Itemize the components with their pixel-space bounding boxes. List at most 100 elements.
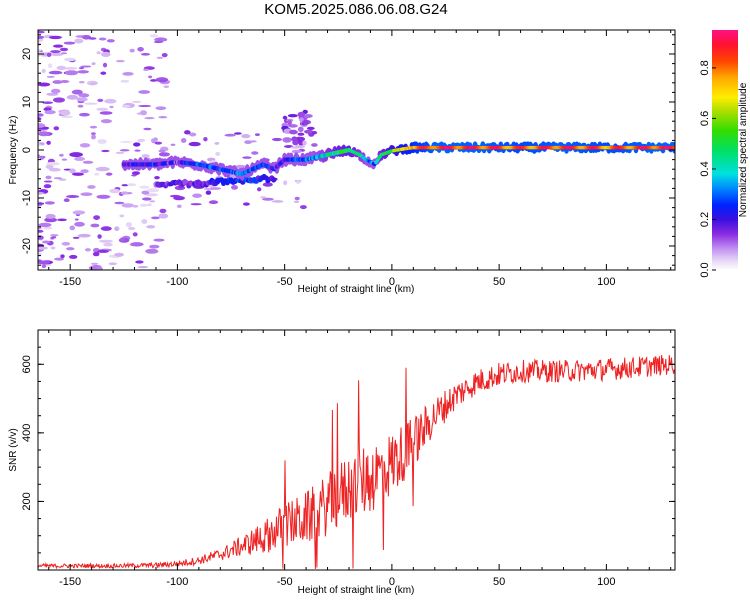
heatmap-noise-cell [132, 171, 140, 176]
heatmap-noise-cell [163, 85, 170, 88]
heatmap-noise-cell [38, 30, 45, 34]
heatmap-noise-cell [132, 232, 138, 237]
heatmap-noise-cell [61, 241, 71, 246]
heatmap-noise-cell [64, 57, 76, 62]
heatmap-noise-cell [100, 119, 112, 124]
heatmap-noise-cell [50, 246, 56, 250]
heatmap-noise-cell [119, 140, 133, 143]
heatmap-noise-cell [38, 226, 42, 230]
heatmap-noise-cell [46, 161, 60, 166]
heatmap-noise-cell [137, 266, 149, 269]
y-tick-label: 0 [21, 147, 33, 153]
heatmap-noise-cell [38, 123, 46, 128]
heatmap-noise-cell [169, 194, 181, 198]
heatmap-noise-cell [88, 37, 97, 40]
heatmap-noise-cell [82, 160, 94, 164]
heatmap-noise-cell [109, 105, 114, 109]
heatmap-noise-cell [77, 233, 91, 238]
heatmap-noise-cell [109, 188, 120, 194]
colorbar-tick-label: 0.4 [699, 161, 711, 176]
heatmap-x-ticks: -150 -100 -50 0 50 100 [48, 30, 672, 288]
heatmap-noise-cell [116, 59, 125, 63]
y-tick-label: 200 [21, 492, 33, 510]
heatmap-noise-cell [91, 62, 96, 65]
heatmap-noise-cell [60, 254, 65, 258]
heatmap-noise-cell [45, 213, 56, 219]
heatmap-noise-cell [96, 194, 111, 199]
heatmap-noise-cell [76, 97, 88, 102]
heatmap-noise-cell [120, 79, 130, 83]
colorbar-ticks: 0.0 0.2 0.4 0.6 0.8 [699, 60, 716, 278]
heatmap-noise-cell [44, 110, 56, 115]
heatmap-noise-cell [121, 184, 129, 187]
heatmap-noise-cell [43, 180, 53, 183]
heatmap-noise-cell [189, 132, 197, 137]
heatmap-noise-cell [46, 52, 52, 58]
heatmap-noise-cell [95, 166, 110, 172]
heatmap-noise-cell [125, 222, 132, 228]
colorbar-gradient [712, 30, 738, 270]
heatmap-noise-cell [120, 191, 129, 195]
heatmap-noise-cell [96, 51, 101, 55]
heatmap-noise-cell [132, 204, 139, 208]
heatmap-noise-cell [158, 213, 169, 219]
heatmap-noise-cell [45, 175, 52, 180]
snr-y-ticks: 200 400 600 [21, 329, 675, 571]
heatmap-noise-cell [215, 151, 221, 156]
colorbar-tick-label: 0.6 [699, 111, 711, 126]
heatmap-noise-cell [303, 114, 313, 118]
heatmap-noise-cell [120, 237, 125, 242]
heatmap-noise-cell [93, 215, 100, 221]
heatmap-noise-cell [295, 180, 301, 184]
heatmap-noise-cell [74, 38, 84, 44]
heatmap-noise-cell [50, 234, 59, 237]
heatmap-noise-cell [45, 164, 54, 169]
heatmap-y-ticks: -20 -10 0 10 20 [21, 34, 675, 266]
heatmap-noise-cell [131, 100, 142, 103]
heatmap-noise-cell [289, 129, 298, 135]
heatmap-noise-cell [43, 184, 52, 189]
snr-y-axis-label: SNR (v/v) [8, 428, 19, 471]
heatmap-noise-cell [90, 82, 97, 85]
x-tick-label: -50 [277, 276, 293, 288]
heatmap-noise-cell [59, 47, 69, 52]
heatmap-noise-cell [77, 104, 84, 108]
heatmap-marks [38, 30, 675, 270]
heatmap-noise-cell [283, 180, 288, 186]
heatmap-noise-cell [140, 53, 151, 56]
heatmap-noise-cell [130, 242, 144, 247]
heatmap-noise-cell [43, 226, 53, 230]
heatmap-noise-cell [100, 226, 112, 231]
heatmap-x-axis-label: Height of straight line (km) [298, 284, 415, 295]
heatmap-noise-cell [61, 158, 67, 161]
heatmap-noise-cell [139, 203, 148, 207]
heatmap-noise-cell [63, 198, 70, 203]
snr-x-ticks: -150 -100 -50 0 50 100 [48, 330, 672, 588]
heatmap-noise-cell [74, 218, 79, 221]
colorbar: 0.0 0.2 0.4 0.6 0.8 Normalized spectral ampl… [699, 30, 749, 278]
heatmap-noise-cell [84, 102, 98, 105]
heatmap-noise-cell [49, 35, 62, 40]
heatmap-noise-cell [101, 149, 110, 153]
heatmap-noise-cell [121, 105, 131, 108]
x-tick-label: -150 [59, 576, 81, 588]
heatmap-noise-cell [98, 37, 107, 41]
heatmap-noise-cell [141, 190, 150, 195]
heatmap-noise-cell [105, 172, 113, 176]
heatmap-noise-cell [41, 264, 47, 269]
heatmap-noise-cell [53, 177, 63, 180]
heatmap-noise-cell [302, 119, 310, 126]
heatmap-noise-cell [72, 236, 80, 239]
heatmap-noise-cell [38, 140, 41, 143]
heatmap-noise-cell [304, 129, 314, 134]
heatmap-noise-cell [79, 112, 90, 117]
heatmap-noise-cell [78, 93, 90, 98]
heatmap-noise-cell [91, 132, 96, 136]
heatmap-noise-cell [231, 185, 238, 190]
heatmap-noise-cell [243, 202, 250, 206]
x-tick-label: 100 [597, 276, 615, 288]
heatmap-noise-cell [158, 152, 170, 157]
heatmap-noise-cell [106, 39, 115, 43]
heatmap-noise-cell [176, 204, 182, 208]
